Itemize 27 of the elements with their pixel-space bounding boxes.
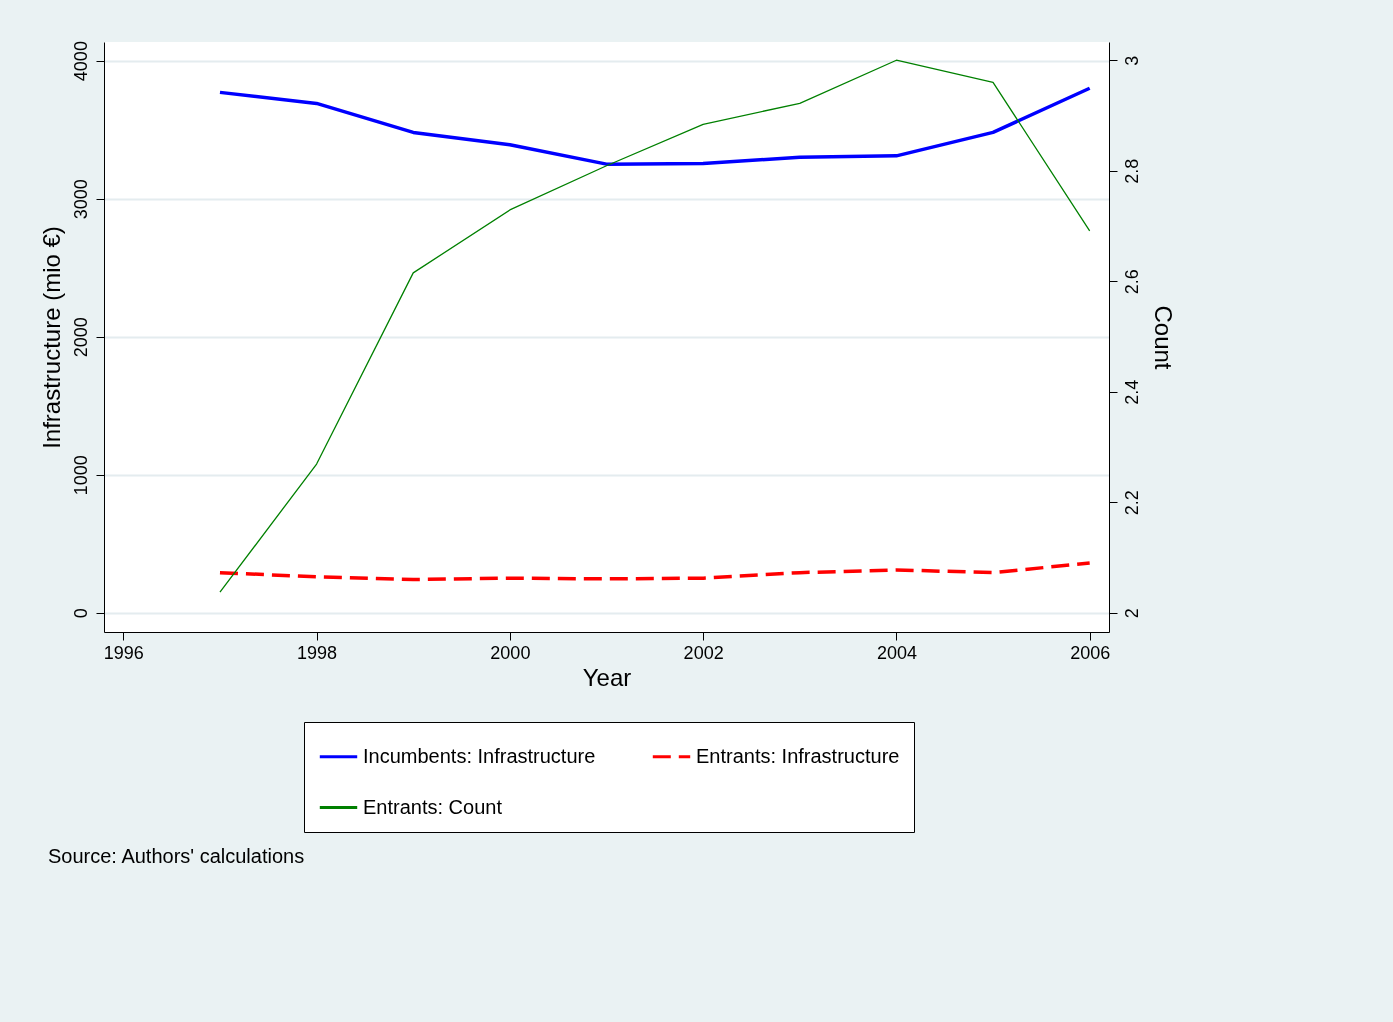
line-series: [218, 86, 1092, 166]
y-tick-label: 0: [70, 608, 91, 619]
x-tick-label: 2000: [490, 642, 531, 663]
y2-tick-label: 2.6: [1121, 269, 1142, 295]
y2-tick-label: 3: [1121, 55, 1142, 66]
legend-label: Entrants: Infrastructure: [696, 744, 900, 767]
x-tick-label: 2006: [1070, 642, 1111, 663]
y-axis-title: Infrastructure (mio €): [37, 226, 65, 449]
x-tick-label: 1996: [103, 642, 144, 663]
y2-tick-label: 2.8: [1121, 158, 1142, 184]
source-note: Source: Authors' calculations: [48, 844, 305, 867]
x-tick-label: 2004: [876, 642, 917, 663]
line-series: [219, 59, 1091, 593]
line-series: [218, 561, 1092, 582]
y2-tick-label: 2.2: [1121, 490, 1142, 516]
x-tick-label: 2002: [683, 642, 724, 663]
y-tick-label: 4000: [70, 41, 91, 82]
y-tick-label: 1000: [70, 455, 91, 496]
y-tick-label: 2000: [70, 317, 91, 358]
y-tick-label: 3000: [70, 179, 91, 220]
y2-tick-label: 2: [1121, 608, 1142, 619]
y2-tick-label: 2.4: [1121, 379, 1142, 405]
x-axis-title: Year: [582, 663, 632, 691]
x-tick-label: 1998: [297, 642, 338, 663]
y2-axis-title: Count: [1149, 305, 1177, 370]
legend-label: Incumbents: Infrastructure: [363, 744, 596, 767]
legend-label: Entrants: Count: [363, 795, 503, 818]
